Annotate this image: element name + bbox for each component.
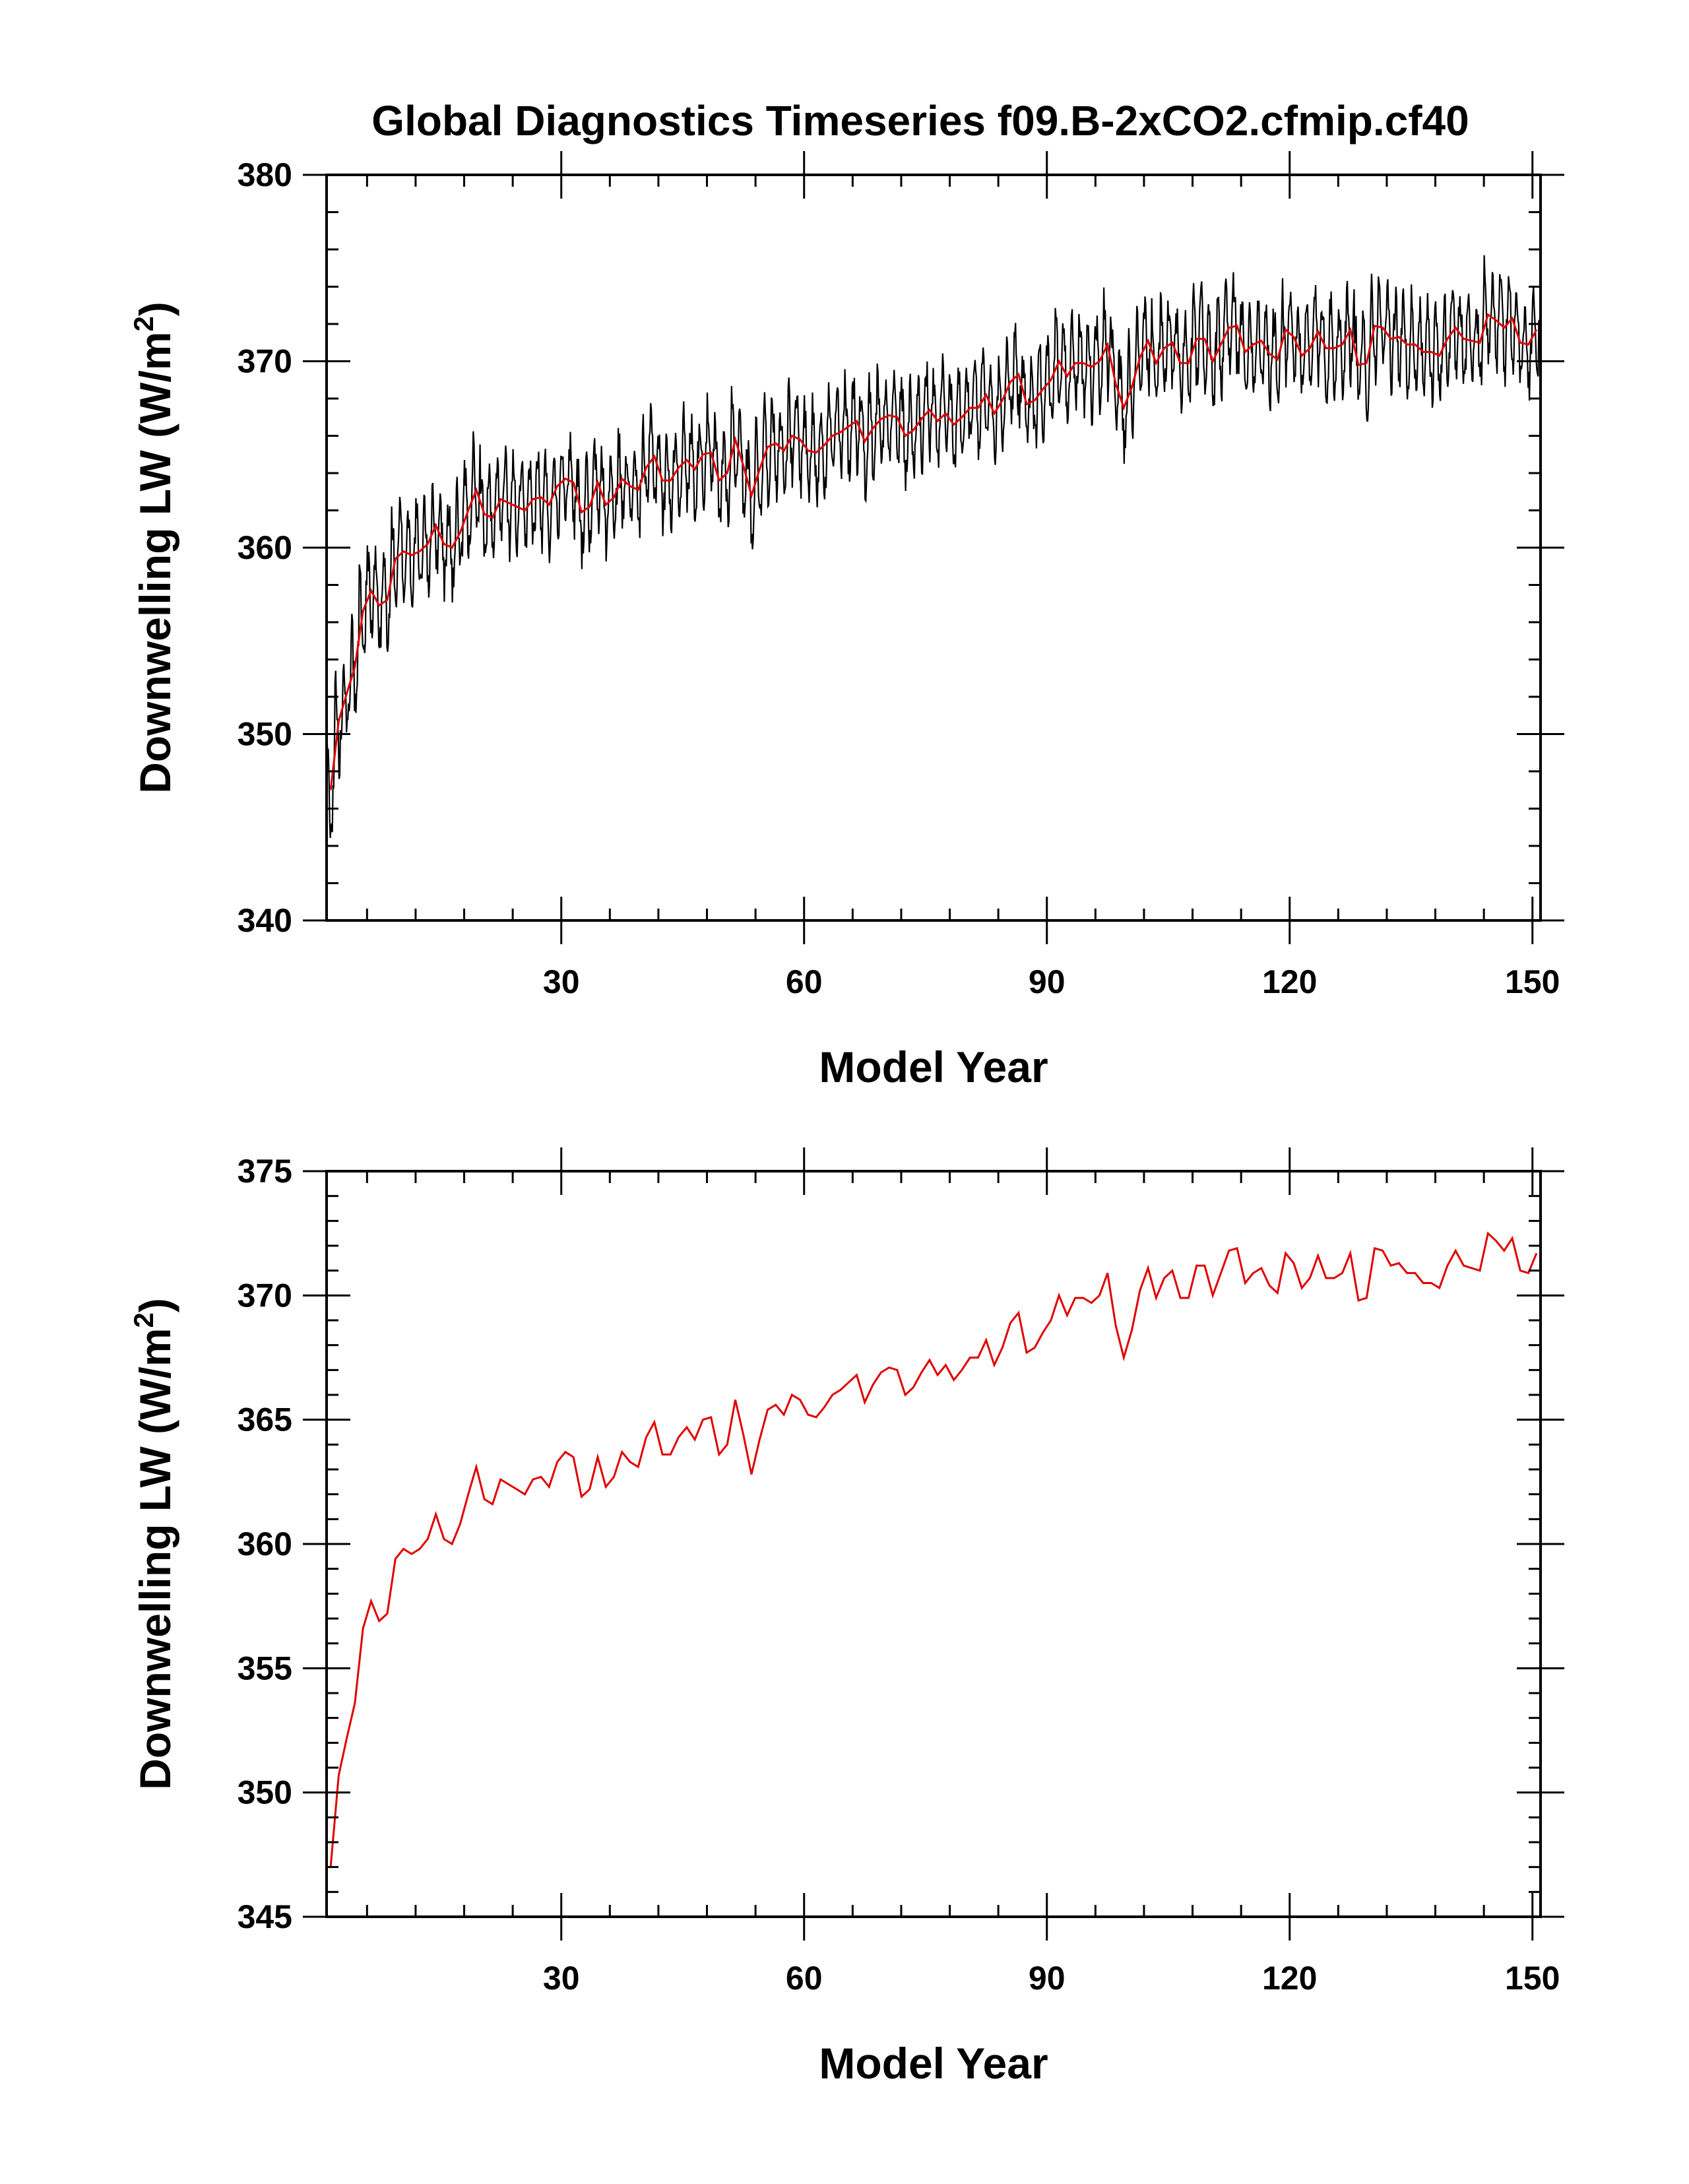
x-tick-label: 120 — [1262, 1960, 1317, 1997]
y-axis-title: Downwelling LW (W/m2) — [128, 1298, 179, 1790]
y-tick-label: 345 — [238, 1898, 292, 1935]
figure-title: Global Diagnostics Timeseries f09.B-2xCO… — [371, 97, 1469, 145]
y-tick-label: 340 — [238, 902, 292, 939]
y-tick-label: 360 — [238, 529, 292, 566]
x-tick-label: 150 — [1505, 1960, 1560, 1997]
x-tick-label: 60 — [786, 1960, 823, 1997]
y-tick-label: 380 — [238, 156, 292, 193]
monthly-mean-line — [327, 255, 1541, 838]
plot-frame — [325, 1170, 1542, 1918]
y-tick-label: 370 — [238, 1277, 292, 1314]
top-panel-monthly-and-annual: 30 60 90 120 150 340 350 360 370 380 Model Year Dow… — [128, 151, 1564, 1091]
y-tick-label: 375 — [238, 1153, 292, 1190]
x-axis-title: Model Year — [819, 1043, 1048, 1091]
y-axis-title: Downwelling LW (W/m2) — [128, 302, 179, 794]
y-tick-label: 360 — [238, 1526, 292, 1562]
x-tick-label: 90 — [1029, 963, 1066, 1000]
x-tick-label: 30 — [543, 1960, 580, 1997]
x-tick-label: 60 — [786, 963, 823, 1000]
annual-mean-line — [329, 1231, 1538, 1867]
x-tick-label: 150 — [1505, 963, 1560, 1000]
annual-mean-line — [329, 313, 1538, 790]
x-tick-label: 120 — [1262, 963, 1317, 1000]
x-tick-label: 30 — [543, 963, 580, 1000]
y-tick-label: 350 — [238, 1774, 292, 1811]
y-tick-label: 350 — [238, 716, 292, 753]
y-tick-label: 365 — [238, 1401, 292, 1438]
x-axis-title: Model Year — [819, 2039, 1048, 2088]
y-tick-label: 370 — [238, 343, 292, 380]
y-tick-label: 355 — [238, 1650, 292, 1686]
x-tick-label: 90 — [1029, 1960, 1066, 1997]
bottom-panel-annual: 30 60 90 120 150 345 350 355 360 365 370 375 Model Y… — [128, 1147, 1564, 2088]
